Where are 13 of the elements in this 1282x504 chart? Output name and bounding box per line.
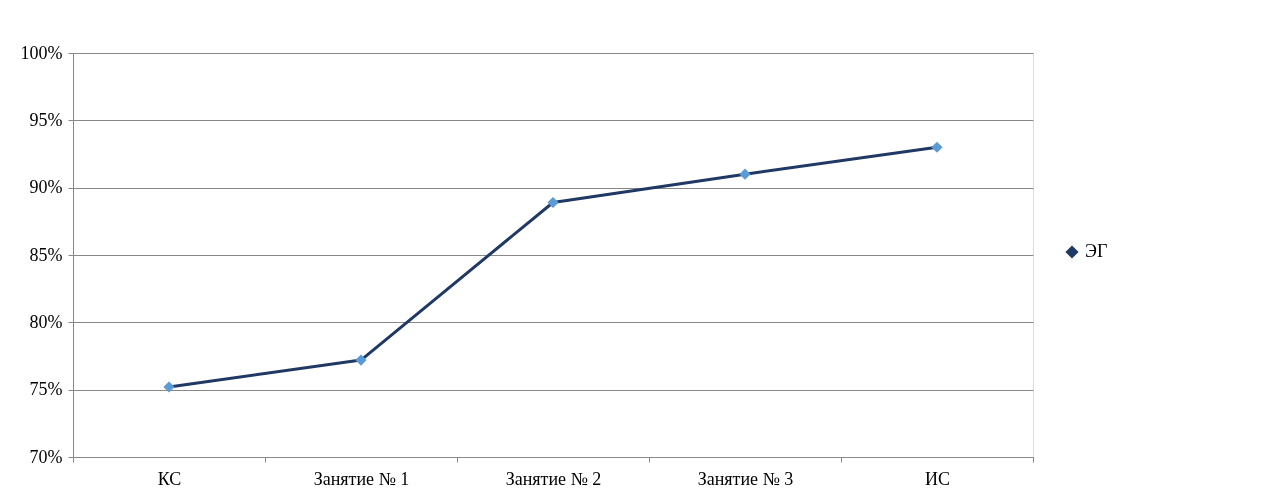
y-tick-label: 90% (29, 177, 63, 198)
y-tick-label: 80% (29, 311, 63, 332)
y-tick-label: 85% (29, 244, 63, 265)
y-tick-label: 95% (29, 109, 63, 130)
y-tick-label: 75% (29, 379, 63, 400)
x-tick-label: КС (157, 468, 182, 489)
y-tick-label: 70% (29, 446, 63, 467)
y-tick-label: 100% (20, 42, 63, 63)
x-tick-label: Занятие № 2 (505, 468, 602, 489)
legend-label: ЭГ (1085, 241, 1108, 261)
x-tick-label: Занятие № 1 (313, 468, 410, 489)
x-tick-label: Занятие № 3 (697, 468, 794, 489)
x-tick-label: ИС (924, 468, 951, 489)
